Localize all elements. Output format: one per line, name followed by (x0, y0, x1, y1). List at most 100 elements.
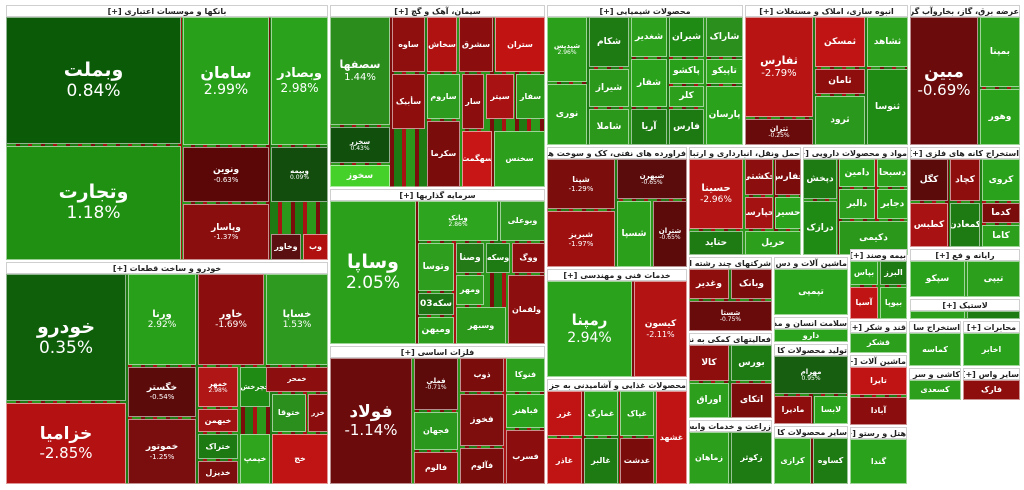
sector-header[interactable]: فعالیتهای کمکی به نه [+] (689, 333, 772, 345)
stock-tile-سامان[interactable]: سامان 2.99% (183, 17, 269, 145)
stock-tile-دارو[interactable]: دارو (774, 329, 848, 342)
stock-tile-ثشاهد[interactable]: ثشاهد (867, 17, 908, 67)
stock-tile-کالا[interactable]: کالا (689, 345, 729, 381)
stock-tile-سار[interactable]: سار (462, 74, 484, 129)
stock-tile-غدشت[interactable]: غدشت (620, 438, 654, 484)
stock-tile-سفار[interactable]: سفار (516, 74, 545, 119)
stock-tile-خمحر[interactable]: خمحر (266, 367, 328, 392)
sector-header[interactable]: استخراج سا [+] (909, 321, 961, 333)
stock-tile-غالبر[interactable]: غالبر (584, 438, 618, 484)
sector-header[interactable]: زراعت و خدمات وابسته [+] (689, 420, 772, 432)
stock-tile-شپنا[interactable]: شپنا -1.29% (547, 159, 615, 209)
stock-tile-شیراز[interactable]: شیراز (589, 69, 629, 107)
stock-tile-دجابر[interactable]: دجابر (877, 189, 908, 219)
stock-tile-غپاک[interactable]: غپاک (620, 391, 654, 436)
stock-tile-شکام[interactable]: شکام (589, 17, 629, 67)
stock-tile-زکوثر[interactable]: زکوثر (731, 432, 772, 484)
stock-tile-درازک[interactable]: درازک (803, 201, 837, 255)
stock-tile-وبانک[interactable]: وبانک (731, 269, 772, 299)
stock-tile-سیتر[interactable]: سیتر (486, 74, 514, 119)
stock-tile-دالبر[interactable]: دالبر (839, 189, 875, 219)
stock-tile-شستا[interactable]: شستا -0.75% (689, 301, 772, 331)
stock-tile-دپخش[interactable]: دپخش (803, 159, 837, 199)
stock-tile-فالوم[interactable]: فالوم (414, 452, 458, 484)
stock-tile-ومهر[interactable]: ومهر (456, 275, 484, 305)
stock-tile-خگستر[interactable]: خگستر -0.54% (128, 367, 196, 417)
stock-tile-وهور[interactable]: وهور (980, 89, 1020, 145)
stock-tile-حتاید[interactable]: حتاید (689, 231, 743, 255)
sector-header[interactable]: انبوه سازی، املاک و مستغلات [+] (745, 5, 908, 17)
stock-tile-غزر[interactable]: غزر (547, 391, 582, 436)
sector-header[interactable]: استخراج کانه های فلزی [+] (910, 147, 1020, 159)
stock-tile-شسپا[interactable]: شسپا (617, 201, 651, 267)
stock-tile-شتران[interactable]: شتران -0.65% (653, 201, 687, 267)
stock-tile-وبوعلی[interactable]: وبوعلی (500, 201, 545, 241)
stock-tile-شیران[interactable]: شیران (669, 17, 704, 57)
stock-tile-بورس[interactable]: بورس (731, 345, 772, 381)
stock-tile-مادیرا[interactable]: مادیرا (774, 396, 812, 424)
stock-tile-وخاور[interactable]: وخاور (271, 234, 301, 260)
stock-tile-تایرا[interactable]: تایرا (850, 367, 907, 395)
stock-tile-خدیزل[interactable]: خدیزل (198, 461, 238, 484)
stock-tile-شبهرن[interactable]: شبهرن -0.65% (617, 159, 687, 199)
sector-header[interactable]: بانکها و موسسات اعتباری [+] (6, 5, 328, 17)
stock-tile-خزامیا[interactable]: خزامیا -2.85% (6, 403, 126, 484)
sector-header[interactable]: رایانه و فع [+] (910, 249, 1020, 261)
stock-tile-سخنس[interactable]: سخنس (494, 131, 545, 187)
stock-tile-فملی[interactable]: فملی -0.71% (414, 358, 458, 410)
stock-tile-کروی[interactable]: کروی (982, 159, 1020, 201)
stock-tile-وتجارت[interactable]: وتجارت 1.18% (6, 146, 181, 260)
stock-tile-حریل[interactable]: حریل (745, 231, 801, 255)
stock-tile-ساروم[interactable]: ساروم (427, 74, 460, 119)
stock-tile-وبملت[interactable]: وبملت 0.84% (6, 17, 181, 144)
stock-tile-مهرام[interactable]: مهرام 0.95% (774, 356, 848, 394)
stock-tile-قشکر[interactable]: قشکر (850, 333, 907, 353)
stock-tile-حفارس[interactable]: حفارس (775, 159, 801, 195)
stock-tile-تپمپی[interactable]: تپمپی (774, 269, 848, 315)
stock-tile-حسینا[interactable]: حسینا -2.96% (689, 159, 743, 229)
sector-header[interactable]: فراورده های نفتی، کک و سوخت هسته ای [+] (547, 147, 687, 159)
stock-tile-وبانک[interactable]: وبانک 2.86% (418, 201, 498, 241)
sector-header[interactable]: سیمان، آهک و گچ [+] (330, 5, 545, 17)
stock-tile-سهگمت[interactable]: سهگمت (462, 131, 492, 187)
stock-tile-اوراق[interactable]: اوراق (689, 383, 729, 418)
stock-tile-سشرق[interactable]: سشرق (459, 17, 493, 72)
sector-header[interactable]: ساير محصولات کا [+] (774, 426, 848, 438)
stock-tile-کگل[interactable]: کگل (910, 159, 948, 201)
stock-tile-حسیر[interactable]: حسیر (775, 197, 801, 229)
stock-tile-سخاش[interactable]: سخاش (427, 17, 457, 72)
stock-tile-ثتران[interactable]: ثتران -0.25% (745, 119, 813, 145)
stock-tile-ختراک[interactable]: ختراک (198, 434, 238, 459)
stock-tile-رمپنا[interactable]: رمپنا 2.94% (547, 281, 632, 377)
stock-tile-کرازی[interactable]: کرازی (774, 438, 811, 484)
sector-header[interactable]: خودرو و ساخت قطعات [+] (6, 262, 328, 274)
stock-tile-ذوب[interactable]: ذوب (460, 358, 504, 392)
stock-tile-ختوقا[interactable]: ختوقا (272, 394, 306, 432)
stock-tile-شاراک[interactable]: شاراک (706, 17, 743, 57)
stock-tile-خساپا[interactable]: خساپا 1.53% (266, 274, 328, 365)
stock-tile-خزر[interactable]: خزر (308, 394, 328, 432)
stock-tile-وصنا[interactable]: وصنا (456, 243, 484, 273)
sector-header[interactable]: کاشی و سر [+] (909, 368, 961, 380)
stock-tile-شاملا[interactable]: شاملا (589, 109, 629, 145)
stock-tile-بیوپا[interactable]: بیوپا (880, 287, 907, 319)
stock-tile-مبین[interactable]: مبین -0.69% (910, 17, 978, 145)
stock-tile-غاذر[interactable]: غاذر (547, 438, 582, 484)
stock-tile-تاپیکو[interactable]: تاپیکو (706, 59, 743, 84)
stock-tile-اتکای[interactable]: اتکای (731, 383, 772, 418)
stock-tile-غشهد[interactable]: غشهد (656, 391, 687, 484)
stock-tile-پکرمان[interactable] (967, 311, 1020, 319)
stock-tile-کطبس[interactable]: کطبس (910, 203, 948, 247)
sector-header[interactable]: ماشین آلات و دس [+] (774, 257, 848, 269)
stock-tile-پاکشو[interactable]: پاکشو (669, 59, 704, 84)
stock-tile-بمپنا[interactable]: بمپنا (980, 17, 1020, 87)
stock-tile-وغدیر[interactable]: وغدیر (689, 269, 729, 299)
stock-tile-ثمسکن[interactable]: ثمسکن (815, 17, 865, 67)
stock-tile-کدما[interactable]: کدما (982, 203, 1020, 223)
stock-tile-وپاسار[interactable]: وپاسار -1.37% (183, 204, 269, 260)
stock-tile-زماهان[interactable]: زماهان (689, 432, 729, 484)
stock-tile-خمهر[interactable]: خمهر 2.98% (198, 367, 238, 407)
stock-tile-لابسا[interactable]: لابسا (814, 396, 848, 424)
stock-tile-ثنوسا[interactable]: ثنوسا (867, 69, 908, 145)
stock-tile-فارس[interactable]: فارس (669, 109, 704, 145)
